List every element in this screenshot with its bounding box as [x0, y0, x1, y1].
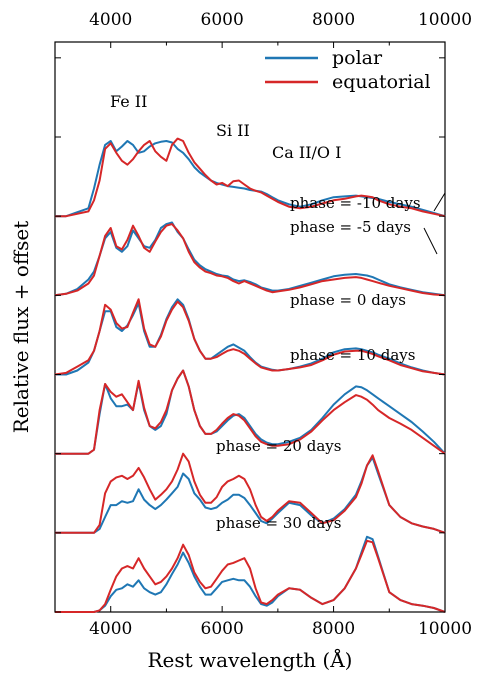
x-axis-label: Rest wavelength (Å) — [148, 647, 353, 672]
series-line-polar-10 — [55, 535, 446, 613]
series-line-equatorial-9 — [55, 452, 446, 534]
x-tick-label-top: 4000 — [89, 10, 132, 30]
annotation-si-ii: Si II — [216, 121, 250, 140]
series-layer — [54, 137, 446, 613]
phase-label-minus-10: phase = -10 days — [290, 194, 421, 212]
y-axis-label: Relative flux + offset — [9, 221, 33, 434]
series-line-polar-6 — [55, 369, 446, 455]
series-line-equatorial-1 — [55, 137, 446, 218]
x-tick-label-bottom: 10000 — [418, 619, 472, 639]
phase-label-30: phase = 30 days — [216, 514, 341, 532]
x-tick-label-top: 10000 — [418, 10, 472, 30]
tick-layer: 4000 4000 6000 6000 8000 8000 10000 10000 — [54, 10, 472, 639]
phase-label-20: phase = 20 days — [216, 437, 341, 455]
series-line-equatorial-7 — [55, 369, 446, 455]
plot-frame — [54, 41, 446, 613]
annotation-fe-ii: Fe II — [110, 92, 147, 111]
pointer-minus-10 — [433, 192, 446, 212]
series-line-polar-4 — [55, 298, 446, 376]
phase-label-minus-5: phase = -5 days — [290, 218, 411, 236]
legend-label-equatorial: equatorial — [332, 71, 431, 93]
phase-label-10: phase = 10 days — [290, 346, 415, 364]
phase-label-0: phase = 0 days — [290, 291, 406, 309]
annotation-ca-ii-o-i: Ca II/O I — [272, 143, 341, 162]
x-tick-label-bottom: 6000 — [201, 619, 244, 639]
x-tick-label-top: 6000 — [201, 10, 244, 30]
x-tick-label-top: 8000 — [312, 10, 355, 30]
x-tick-label-bottom: 8000 — [312, 619, 355, 639]
pointer-minus-5 — [423, 227, 438, 255]
x-tick-label-bottom: 4000 — [89, 619, 132, 639]
legend-label-polar: polar — [332, 47, 383, 69]
series-line-equatorial-11 — [55, 539, 446, 613]
legend: polar equatorial — [265, 47, 431, 93]
series-line-equatorial-3 — [54, 223, 446, 297]
series-line-equatorial-5 — [54, 298, 446, 376]
